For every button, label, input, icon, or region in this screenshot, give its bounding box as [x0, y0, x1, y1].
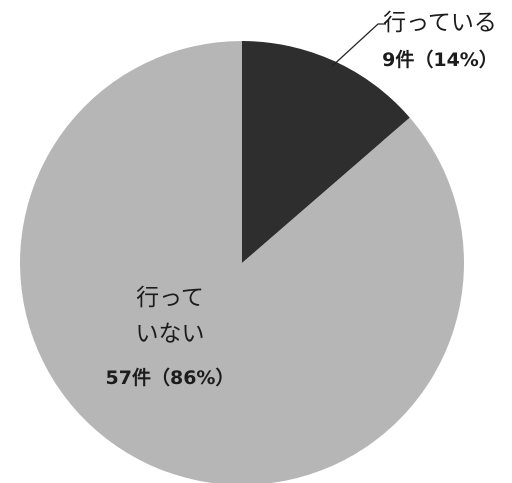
slice-0-leader-line [331, 23, 386, 67]
pie-slice-1 [20, 41, 465, 483]
slice-0-label-line-0: 行っている [383, 10, 497, 36]
slice-0-count-label: 9件（14%） [382, 48, 498, 71]
pie-slices [20, 41, 465, 483]
pie-slice-0 [242, 41, 410, 263]
slice-1-count-label: 57件（86%） [106, 366, 235, 389]
slice-1-label-line-1: いない [136, 321, 205, 347]
slice-1-label-line-0: 行って [136, 285, 204, 311]
